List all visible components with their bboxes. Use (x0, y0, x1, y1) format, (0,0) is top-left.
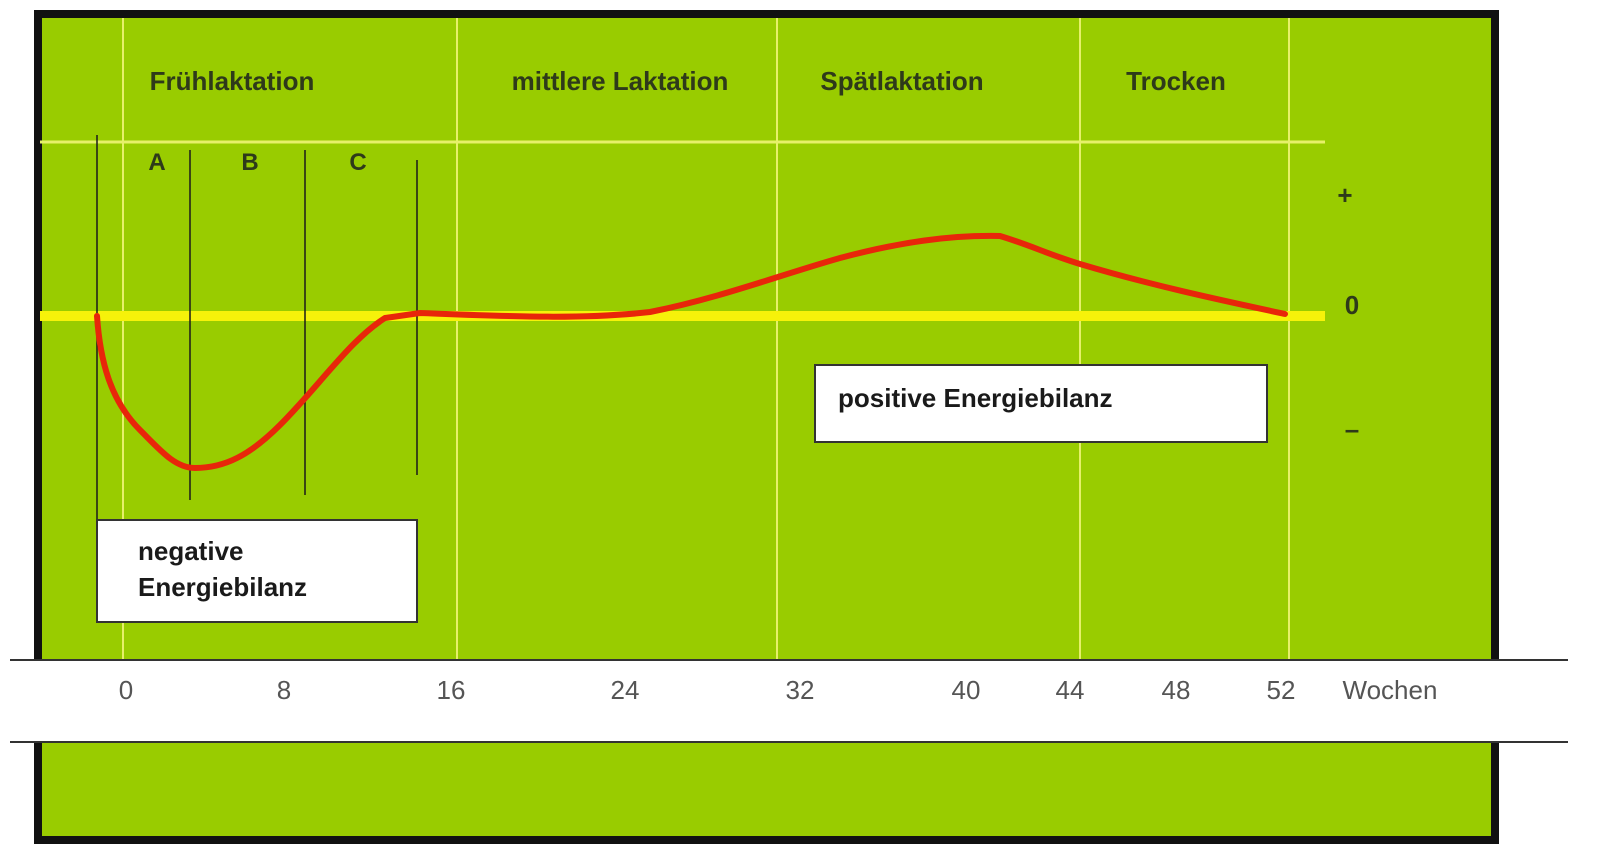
negative-box (96, 519, 418, 623)
phase-label: Spätlaktation (820, 66, 983, 96)
scale-label: – (1345, 414, 1359, 444)
phase-label: Frühlaktation (150, 66, 315, 96)
subphase-label: A (148, 149, 165, 176)
x-tick-label: 16 (437, 675, 466, 705)
x-tick-label: 44 (1056, 675, 1085, 705)
x-axis: Wochen 0 8 16 24 32 40 44 48 52 (119, 675, 1438, 705)
x-tick-label: 32 (786, 675, 815, 705)
x-tick-label: 52 (1267, 675, 1296, 705)
x-tick-label: 40 (952, 675, 981, 705)
axis-band (0, 660, 1600, 742)
scale-label: + (1337, 180, 1352, 210)
scale-label: 0 (1345, 290, 1359, 320)
phase-label: mittlere Laktation (512, 66, 729, 96)
box-text: negative (138, 536, 244, 566)
x-tick-label: 0 (119, 675, 133, 705)
positive-box (814, 364, 1268, 443)
phase-label: Trocken (1126, 66, 1226, 96)
subphase-label: C (349, 149, 366, 176)
subphase-label: B (241, 149, 258, 176)
x-axis-label: Wochen (1343, 675, 1438, 705)
x-tick-label: 48 (1162, 675, 1191, 705)
energy-curve (94, 232, 1288, 472)
x-tick-label: 24 (611, 675, 640, 705)
phase-dividers (122, 18, 1290, 660)
box-text: Energiebilanz (138, 572, 307, 602)
x-tick-label: 8 (277, 675, 291, 705)
box-text: positive Energiebilanz (838, 383, 1113, 413)
